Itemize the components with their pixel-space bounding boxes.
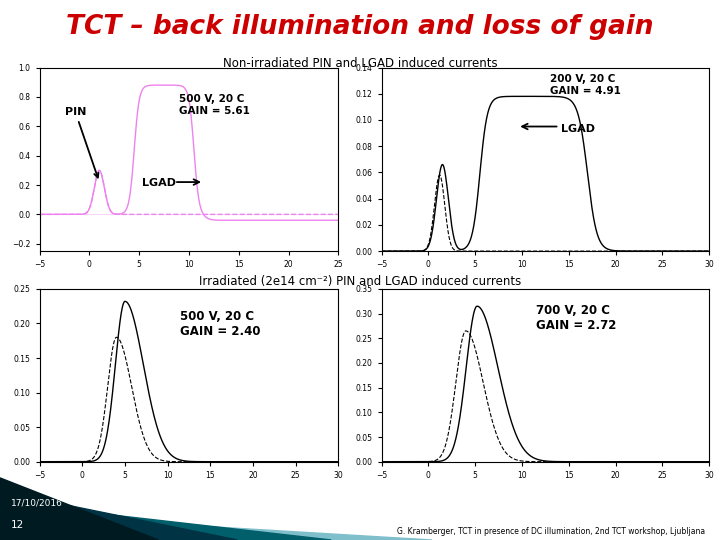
Text: 500 V, 20 C
GAIN = 2.40: 500 V, 20 C GAIN = 2.40 xyxy=(181,309,261,338)
Text: LGAD: LGAD xyxy=(142,179,176,188)
Text: 200 V, 20 C
GAIN = 4.91: 200 V, 20 C GAIN = 4.91 xyxy=(550,74,621,96)
Text: G. Kramberger, TCT in presence of DC illumination, 2nd TCT workshop, Ljubljana: G. Kramberger, TCT in presence of DC ill… xyxy=(397,526,706,536)
Text: 700 V, 20 C
GAIN = 2.72: 700 V, 20 C GAIN = 2.72 xyxy=(536,303,616,332)
Text: 17/10/2016: 17/10/2016 xyxy=(11,498,63,508)
Text: Non-irradiated PIN and LGAD induced currents: Non-irradiated PIN and LGAD induced curr… xyxy=(222,57,498,70)
Text: Irradiated (2e14 cm⁻²) PIN and LGAD induced currents: Irradiated (2e14 cm⁻²) PIN and LGAD indu… xyxy=(199,275,521,288)
Text: LGAD: LGAD xyxy=(562,124,595,134)
Text: TCT – back illumination and loss of gain: TCT – back illumination and loss of gain xyxy=(66,14,654,39)
Text: 500 V, 20 C
GAIN = 5.61: 500 V, 20 C GAIN = 5.61 xyxy=(179,94,250,116)
Text: 12: 12 xyxy=(11,520,24,530)
Text: PIN: PIN xyxy=(65,106,99,178)
